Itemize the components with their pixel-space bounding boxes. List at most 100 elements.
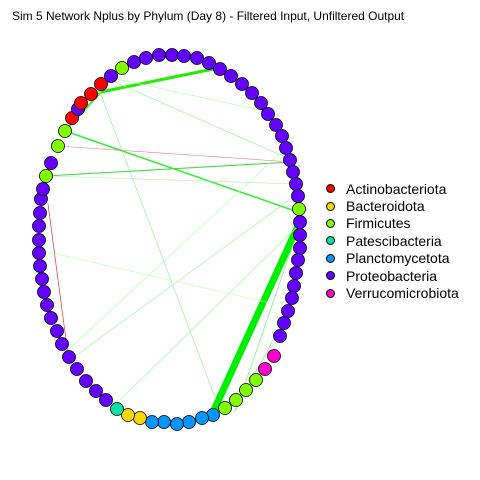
network-node bbox=[145, 415, 159, 429]
legend-label: Bacteroidota bbox=[346, 198, 425, 215]
network-node bbox=[37, 285, 51, 299]
network-node bbox=[74, 96, 88, 110]
legend-label: Actinobacteriota bbox=[346, 180, 447, 197]
network-edge bbox=[111, 77, 261, 111]
legend-label: Proteobacteria bbox=[346, 267, 438, 284]
legend-swatch bbox=[326, 218, 335, 228]
legend-item: Proteobacteria bbox=[326, 267, 459, 284]
network-node bbox=[55, 337, 69, 351]
network-edge bbox=[235, 229, 299, 411]
network-node bbox=[32, 246, 46, 260]
network-edge bbox=[67, 147, 287, 351]
network-node bbox=[50, 324, 64, 338]
legend-swatch bbox=[326, 288, 335, 298]
network-edge bbox=[69, 197, 293, 361]
network-node bbox=[39, 169, 53, 183]
network-node bbox=[110, 402, 124, 416]
network-node bbox=[36, 182, 50, 196]
network-node bbox=[32, 219, 46, 233]
legend-swatch bbox=[326, 184, 335, 194]
network-node bbox=[35, 272, 49, 286]
network-node bbox=[62, 350, 76, 364]
network-node bbox=[195, 411, 209, 425]
legend-label: Planctomycetota bbox=[346, 250, 450, 267]
network-edge bbox=[47, 203, 69, 356]
network-node bbox=[84, 87, 98, 101]
network-node bbox=[115, 61, 129, 75]
network-node bbox=[292, 202, 306, 216]
network-node bbox=[104, 69, 118, 83]
network-node bbox=[33, 259, 47, 273]
network-node bbox=[239, 383, 253, 397]
network-node bbox=[32, 233, 46, 247]
network-node bbox=[224, 69, 238, 83]
network-edge bbox=[109, 79, 293, 161]
legend-label: Firmicutes bbox=[346, 215, 411, 232]
network-node bbox=[157, 415, 171, 429]
network-node bbox=[269, 118, 283, 132]
network-node bbox=[58, 124, 72, 138]
network-node bbox=[254, 96, 268, 110]
network-edge bbox=[45, 161, 293, 177]
network-node bbox=[293, 228, 307, 242]
legend-swatch bbox=[326, 253, 335, 263]
network-edge bbox=[119, 225, 299, 401]
network-node bbox=[94, 77, 108, 91]
legend-label: Patescibacteria bbox=[346, 232, 442, 249]
network-node bbox=[202, 56, 216, 70]
network-edge bbox=[247, 335, 281, 381]
network-edge bbox=[57, 145, 293, 163]
network-node bbox=[177, 49, 191, 63]
network-node bbox=[291, 253, 305, 267]
network-node bbox=[165, 48, 179, 62]
network-node bbox=[33, 206, 47, 220]
network-node bbox=[291, 189, 305, 203]
network-node bbox=[235, 77, 249, 91]
legend-swatch bbox=[326, 271, 335, 281]
network-edge bbox=[99, 66, 220, 94]
network-node bbox=[287, 279, 301, 293]
network-node bbox=[249, 373, 263, 387]
network-node bbox=[89, 384, 103, 398]
network-node bbox=[139, 51, 153, 65]
network-node bbox=[51, 139, 65, 153]
network-node bbox=[133, 411, 147, 425]
network-edge bbox=[99, 91, 217, 401]
legend-item: Verrucomicrobiota bbox=[326, 284, 459, 301]
network-node bbox=[275, 129, 289, 143]
network-node bbox=[293, 215, 307, 229]
network-node bbox=[285, 291, 299, 305]
network-node bbox=[229, 393, 243, 407]
network-node bbox=[190, 51, 204, 65]
network-node bbox=[258, 362, 272, 376]
network-node bbox=[79, 374, 93, 388]
network-node bbox=[261, 107, 275, 121]
legend-swatch bbox=[326, 236, 335, 246]
network-node bbox=[289, 177, 303, 191]
legend-item: Firmicutes bbox=[326, 215, 459, 232]
network-node bbox=[277, 316, 291, 330]
legend-swatch bbox=[326, 201, 335, 211]
legend: Actinobacteriota Bacteroidota Firmicutes Pa… bbox=[326, 180, 459, 302]
legend-item: Actinobacteriota bbox=[326, 180, 459, 197]
network-node bbox=[170, 417, 184, 431]
network-node bbox=[286, 165, 300, 179]
chart-title: Sim 5 Network Nplus by Phylum (Day 8) - … bbox=[12, 9, 405, 23]
network-node bbox=[152, 48, 166, 62]
network-node bbox=[40, 298, 54, 312]
legend-label: Verrucomicrobiota bbox=[346, 285, 459, 302]
legend-item: Bacteroidota bbox=[326, 197, 459, 214]
legend-item: Planctomycetota bbox=[326, 250, 459, 267]
network-node bbox=[182, 415, 196, 429]
network-node bbox=[44, 156, 58, 170]
network-node bbox=[99, 393, 113, 407]
network-node bbox=[273, 329, 287, 343]
network-node bbox=[279, 141, 293, 155]
network-node bbox=[70, 362, 84, 376]
network-edge bbox=[64, 130, 299, 213]
network-node bbox=[245, 86, 259, 100]
network-node bbox=[44, 311, 58, 325]
network-node bbox=[127, 55, 141, 69]
network-node bbox=[289, 266, 303, 280]
